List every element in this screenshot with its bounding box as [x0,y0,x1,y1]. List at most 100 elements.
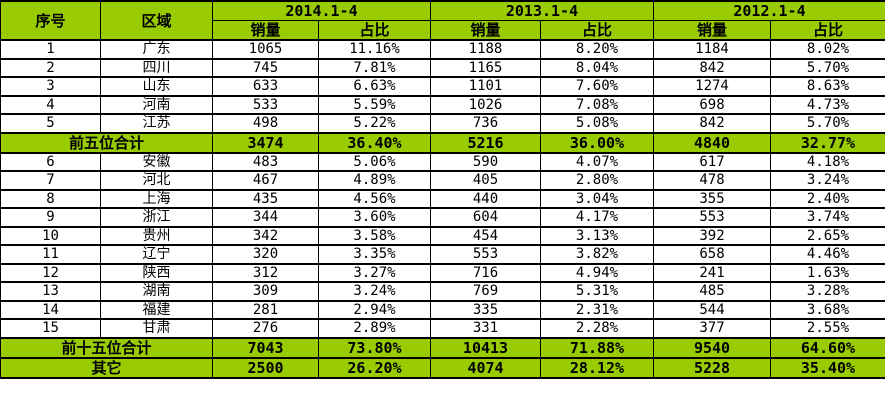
share-cell: 3.24% [770,170,885,191]
share-cell: 3.35% [318,244,431,265]
region-cell: 贵州 [100,225,213,246]
regional-sales-table-container: 序号 区域 2014.1-4 2013.1-4 2012.1-4 销量 占比 销… [0,0,885,379]
share-cell: 4.94% [540,262,654,283]
table-row: 5 江苏 498 5.22% 736 5.08% 842 5.70% [0,113,885,134]
region-cell: 山东 [100,76,213,97]
sales-cell: 467 [212,170,319,191]
table-row: 6 安徽 483 5.06% 590 4.07% 617 4.18% [0,151,885,172]
share-cell: 3.13% [540,225,654,246]
share-cell: 8.02% [770,39,885,60]
table-row: 8 上海 435 4.56% 440 3.04% 355 2.40% [0,188,885,209]
sales-cell: 355 [653,188,771,209]
share-cell: 26.20% [318,356,431,379]
share-cell: 36.40% [318,131,431,154]
share-cell: 5.70% [770,113,885,134]
region-cell: 湖南 [100,281,213,302]
column-header-period-2012: 2012.1-4 [653,0,885,21]
share-cell: 7.08% [540,94,654,115]
sales-cell: 698 [653,94,771,115]
sales-cell: 745 [212,57,319,78]
region-cell: 安徽 [100,151,213,172]
share-cell: 6.63% [318,76,431,97]
row-number-cell: 8 [0,188,101,209]
row-number-cell: 12 [0,262,101,283]
sales-cell: 1184 [653,39,771,60]
sales-cell: 342 [212,225,319,246]
share-cell: 8.63% [770,76,885,97]
sales-cell: 312 [212,262,319,283]
table-row: 7 河北 467 4.89% 405 2.80% 478 3.24% [0,170,885,191]
share-cell: 7.81% [318,57,431,78]
share-cell: 64.60% [770,336,885,359]
sales-cell: 1274 [653,76,771,97]
sales-cell: 1188 [430,39,541,60]
sales-cell: 553 [430,244,541,265]
row-number-cell: 5 [0,113,101,134]
share-cell: 7.60% [540,76,654,97]
share-cell: 5.08% [540,113,654,134]
share-cell: 3.82% [540,244,654,265]
column-header-no: 序号 [0,0,101,41]
table-header: 序号 区域 2014.1-4 2013.1-4 2012.1-4 销量 占比 销… [0,0,885,41]
share-cell: 8.04% [540,57,654,78]
sales-cell: 604 [430,207,541,228]
share-cell: 2.94% [318,299,431,320]
share-cell: 35.40% [770,356,885,379]
table-row: 9 浙江 344 3.60% 604 4.17% 553 3.74% [0,207,885,228]
sales-cell: 485 [653,281,771,302]
sales-cell: 1026 [430,94,541,115]
sales-cell: 320 [212,244,319,265]
sales-cell: 544 [653,299,771,320]
share-cell: 5.31% [540,281,654,302]
table-row: 10 贵州 342 3.58% 454 3.13% 392 2.65% [0,225,885,246]
sales-cell: 658 [653,244,771,265]
sales-cell: 498 [212,113,319,134]
share-cell: 11.16% [318,39,431,60]
sales-cell: 440 [430,188,541,209]
sales-cell: 842 [653,57,771,78]
row-number-cell: 3 [0,76,101,97]
sales-cell: 344 [212,207,319,228]
share-cell: 4.73% [770,94,885,115]
region-cell: 陕西 [100,262,213,283]
share-cell: 73.80% [318,336,431,359]
summary-label: 其它 [0,356,213,379]
row-number-cell: 4 [0,94,101,115]
share-cell: 1.63% [770,262,885,283]
sales-cell: 405 [430,170,541,191]
share-cell: 2.55% [770,318,885,339]
row-number-cell: 11 [0,244,101,265]
sales-cell: 590 [430,151,541,172]
region-cell: 浙江 [100,207,213,228]
share-cell: 5.22% [318,113,431,134]
region-cell: 河南 [100,94,213,115]
share-cell: 71.88% [540,336,654,359]
table-row: 14 福建 281 2.94% 335 2.31% 544 3.68% [0,299,885,320]
row-number-cell: 9 [0,207,101,228]
region-cell: 河北 [100,170,213,191]
share-cell: 2.40% [770,188,885,209]
share-cell: 2.31% [540,299,654,320]
share-cell: 28.12% [540,356,654,379]
table-row: 3 山东 633 6.63% 1101 7.60% 1274 8.63% [0,76,885,97]
sales-cell: 553 [653,207,771,228]
share-cell: 3.24% [318,281,431,302]
table-row: 12 陕西 312 3.27% 716 4.94% 241 1.63% [0,262,885,283]
sales-cell: 10413 [430,336,541,359]
sales-cell: 392 [653,225,771,246]
sales-cell: 377 [653,318,771,339]
share-cell: 3.68% [770,299,885,320]
row-number-cell: 14 [0,299,101,320]
share-cell: 2.89% [318,318,431,339]
share-cell: 3.60% [318,207,431,228]
row-number-cell: 6 [0,151,101,172]
sales-cell: 617 [653,151,771,172]
column-header-period-2013: 2013.1-4 [430,0,654,21]
share-cell: 4.17% [540,207,654,228]
region-cell: 江苏 [100,113,213,134]
row-number-cell: 15 [0,318,101,339]
share-cell: 2.80% [540,170,654,191]
column-header-share-2013: 占比 [540,20,654,41]
region-cell: 四川 [100,57,213,78]
table-row: 1 广东 1065 11.16% 1188 8.20% 1184 8.02% [0,39,885,60]
